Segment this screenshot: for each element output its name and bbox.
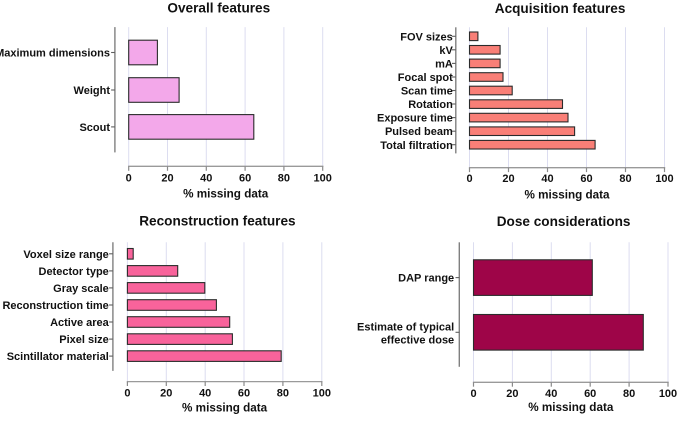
svg-text:40: 40	[199, 388, 211, 400]
svg-text:60: 60	[580, 173, 592, 185]
svg-text:40: 40	[545, 388, 557, 400]
svg-text:Scan time: Scan time	[401, 86, 453, 98]
svg-text:kV: kV	[439, 45, 453, 57]
svg-text:Gray scale: Gray scale	[53, 283, 109, 295]
svg-text:Weight: Weight	[74, 85, 111, 97]
svg-text:0: 0	[470, 388, 476, 400]
svg-text:mA: mA	[435, 59, 453, 71]
svg-text:40: 40	[541, 173, 553, 185]
svg-text:60: 60	[239, 172, 251, 184]
svg-text:Estimate of typical: Estimate of typical	[357, 322, 454, 334]
svg-text:% missing data: % missing data	[528, 401, 614, 414]
svg-text:20: 20	[161, 172, 173, 184]
svg-text:80: 80	[278, 172, 290, 184]
svg-text:Acquisition features: Acquisition features	[495, 1, 626, 16]
svg-text:0: 0	[126, 172, 132, 184]
svg-text:% missing data: % missing data	[182, 402, 268, 415]
svg-text:60: 60	[238, 388, 250, 400]
svg-text:0: 0	[124, 388, 130, 400]
svg-text:Pulsed beam: Pulsed beam	[385, 126, 453, 138]
svg-text:Detector type: Detector type	[39, 266, 109, 278]
svg-text:Voxel size range: Voxel size range	[23, 249, 108, 261]
svg-text:Dose considerations: Dose considerations	[497, 214, 631, 229]
svg-text:Reconstruction time: Reconstruction time	[2, 300, 108, 312]
svg-text:60: 60	[584, 388, 596, 400]
svg-text:Pixel size: Pixel size	[59, 334, 109, 346]
svg-text:effective dose: effective dose	[381, 335, 454, 347]
svg-text:Reconstruction features: Reconstruction features	[139, 214, 295, 229]
svg-text:100: 100	[655, 173, 673, 185]
svg-text:80: 80	[623, 388, 635, 400]
svg-text:Rotation: Rotation	[408, 99, 453, 111]
svg-text:Focal spot: Focal spot	[398, 72, 453, 84]
svg-text:Active area: Active area	[50, 317, 110, 329]
svg-text:Scintillator material: Scintillator material	[7, 351, 109, 363]
svg-text:% missing data: % missing data	[524, 189, 610, 202]
svg-text:20: 20	[502, 173, 514, 185]
svg-text:0: 0	[466, 173, 472, 185]
svg-text:20: 20	[506, 388, 518, 400]
svg-text:DAP range: DAP range	[398, 273, 454, 285]
svg-text:Overall features: Overall features	[167, 1, 270, 16]
svg-text:FOV sizes: FOV sizes	[400, 31, 453, 43]
svg-text:40: 40	[200, 172, 212, 184]
svg-text:% missing data: % missing data	[183, 187, 269, 200]
svg-text:20: 20	[160, 388, 172, 400]
svg-text:Exposure time: Exposure time	[377, 113, 453, 125]
svg-text:100: 100	[659, 388, 677, 400]
svg-text:100: 100	[314, 172, 332, 184]
svg-text:100: 100	[313, 388, 331, 400]
svg-text:80: 80	[277, 388, 289, 400]
svg-text:80: 80	[619, 173, 631, 185]
svg-text:Maximum dimensions: Maximum dimensions	[0, 48, 110, 60]
svg-text:Total filtration: Total filtration	[380, 140, 453, 152]
svg-text:Scout: Scout	[79, 122, 110, 134]
